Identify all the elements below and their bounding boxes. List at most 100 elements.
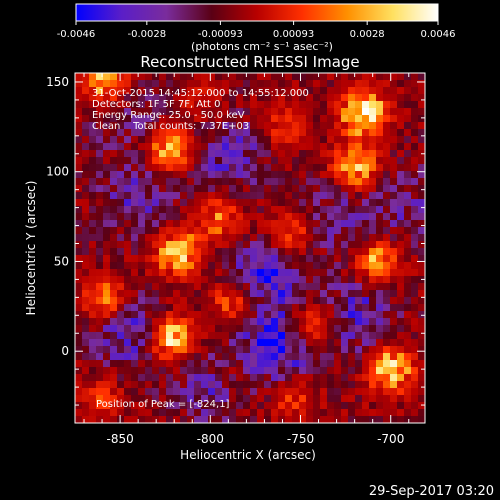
heatmap-cell [271,150,279,158]
heatmap-cell [369,185,377,193]
heatmap-cell [376,388,384,396]
heatmap-cell [257,136,265,144]
heatmap-cell [306,283,314,291]
heatmap-cell [201,290,209,298]
heatmap-cell [103,311,111,319]
heatmap-cell [89,227,97,235]
heatmap-cell [166,311,174,319]
heatmap-cell [292,164,300,172]
heatmap-cell [208,199,216,207]
heatmap-cell [89,101,97,109]
heatmap-cell [194,388,202,396]
heatmap-cell [355,199,363,207]
heatmap-cell [208,185,216,193]
heatmap-cell [201,241,209,249]
heatmap-cell [341,367,349,375]
heatmap-cell [222,360,230,368]
heatmap-cell [257,122,265,130]
heatmap-cell [75,241,83,249]
heatmap-cell [306,276,314,284]
heatmap-cell [131,325,139,333]
heatmap-cell [152,353,160,361]
heatmap-cell [152,248,160,256]
heatmap-cell [236,262,244,270]
heatmap-cell [194,241,202,249]
heatmap-cell [75,416,83,423]
heatmap-cell [264,248,272,256]
heatmap-cell [166,234,174,242]
heatmap-cell [334,395,342,403]
heatmap-cell [103,94,111,102]
heatmap-cell [194,129,202,137]
heatmap-cell [299,395,307,403]
heatmap-cell [180,255,188,263]
heatmap-cell [418,318,425,326]
heatmap-cell [271,108,279,116]
heatmap-cell [180,164,188,172]
heatmap-cell [292,374,300,382]
heatmap-cell [222,87,230,95]
heatmap-cell [208,416,216,423]
heatmap-cell [103,276,111,284]
heatmap-cell [117,94,125,102]
heatmap-cell [201,234,209,242]
heatmap-cell [124,318,132,326]
heatmap-cell [327,346,335,354]
heatmap-cell [131,248,139,256]
heatmap-cell [390,129,398,137]
heatmap-cell [110,143,118,151]
heatmap-cell [292,409,300,417]
heatmap-cell [110,108,118,116]
heatmap-cell [201,346,209,354]
heatmap-cell [418,101,425,109]
heatmap-cell [243,297,251,305]
heatmap-cell [411,241,419,249]
heatmap-cell [124,409,132,417]
heatmap-cell [355,101,363,109]
heatmap-cell [180,122,188,130]
heatmap-cell [411,129,419,137]
heatmap-cell [145,367,153,375]
heatmap-cell [355,73,363,81]
heatmap-cell [411,80,419,88]
heatmap-cell [243,262,251,270]
heatmap-cell [110,381,118,389]
heatmap-cell [404,381,412,389]
heatmap-cell [306,318,314,326]
heatmap-cell [229,185,237,193]
heatmap-cell [376,248,384,256]
heatmap-cell [131,115,139,123]
heatmap-cell [82,234,90,242]
heatmap-cell [404,395,412,403]
heatmap-cell [285,304,293,312]
heatmap-cell [117,220,125,228]
heatmap-cell [166,332,174,340]
heatmap-cell [257,325,265,333]
heatmap-cell [334,339,342,347]
heatmap-cell [222,213,230,221]
heatmap-cell [411,388,419,396]
heatmap-cell [383,115,391,123]
heatmap-cell [236,311,244,319]
heatmap-cell [117,381,125,389]
heatmap-cell [159,416,167,423]
heatmap-cell [327,381,335,389]
heatmap-cell [369,136,377,144]
heatmap-cell [390,269,398,277]
heatmap-cell [194,367,202,375]
heatmap-cell [201,157,209,165]
heatmap-cell [383,311,391,319]
heatmap-cell [264,101,272,109]
heatmap-cell [390,290,398,298]
heatmap-cell [145,80,153,88]
heatmap-cell [250,276,258,284]
heatmap-cell [110,283,118,291]
heatmap-cell [404,122,412,130]
heatmap-cell [278,332,286,340]
heatmap-cell [411,157,419,165]
heatmap-cell [390,374,398,382]
heatmap-cell [215,101,223,109]
heatmap-cell [173,171,181,179]
heatmap-cell [75,199,83,207]
heatmap-cell [341,73,349,81]
